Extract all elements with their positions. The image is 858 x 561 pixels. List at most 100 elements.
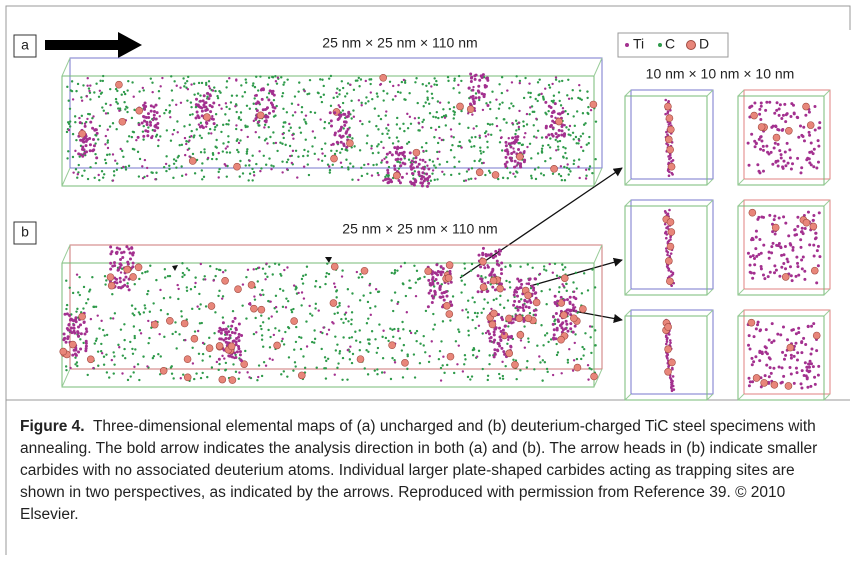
deuterium-atom <box>298 372 305 379</box>
titanium-atom <box>210 117 213 120</box>
deuterium-atom <box>216 342 223 349</box>
carbon-atom <box>171 373 173 375</box>
carbon-atom <box>342 322 344 324</box>
carbon-atom <box>273 115 275 117</box>
deuterium-atom <box>184 356 191 363</box>
carbon-atom <box>315 280 317 282</box>
carbon-atom <box>358 276 360 278</box>
titanium-atom <box>552 126 555 129</box>
carbon-atom <box>215 158 217 160</box>
carbon-atom <box>164 276 166 278</box>
carbon-atom <box>464 354 466 356</box>
carbon-atom <box>473 347 475 349</box>
titanium-atom <box>418 163 421 166</box>
carbon-atom <box>449 108 451 110</box>
carbon-atom <box>363 164 365 166</box>
carbon-atom <box>515 378 517 380</box>
carbon-atom <box>282 290 284 292</box>
titanium-atom <box>496 260 499 263</box>
carbon-atom <box>346 136 348 138</box>
carbon-atom <box>506 343 508 345</box>
deuterium-atom <box>664 103 671 110</box>
titanium-atom <box>368 284 370 286</box>
titanium-atom <box>416 165 419 168</box>
carbon-atom <box>309 79 311 81</box>
carbon-atom <box>180 165 182 167</box>
carbon-atom <box>422 83 424 85</box>
carbon-atom <box>566 167 568 169</box>
titanium-atom <box>225 165 227 167</box>
titanium-atom <box>793 382 796 385</box>
carbon-atom <box>475 125 477 127</box>
titanium-atom <box>429 355 431 357</box>
titanium-atom <box>409 180 412 183</box>
titanium-atom <box>796 371 799 374</box>
carbon-atom <box>230 101 232 103</box>
carbon-atom <box>144 307 146 309</box>
titanium-atom <box>500 272 503 275</box>
titanium-atom <box>761 352 764 355</box>
deuterium-atom <box>219 376 226 383</box>
carbon-atom <box>227 135 229 137</box>
titanium-atom <box>124 276 127 279</box>
titanium-atom <box>89 143 92 146</box>
titanium-atom <box>90 318 92 320</box>
carbon-atom <box>131 136 133 138</box>
titanium-atom <box>121 285 124 288</box>
titanium-atom <box>780 117 783 120</box>
carbon-atom <box>576 358 578 360</box>
carbon-atom <box>535 178 537 180</box>
titanium-atom <box>235 328 238 331</box>
deuterium-atom <box>807 122 814 129</box>
carbon-atom <box>367 301 369 303</box>
titanium-atom <box>777 244 780 247</box>
carbon-atom <box>245 317 247 319</box>
carbon-atom <box>201 178 203 180</box>
carbon-atom <box>572 138 574 140</box>
titanium-atom <box>185 143 187 145</box>
carbon-atom <box>226 80 228 82</box>
titanium-atom <box>334 132 337 135</box>
carbon-atom <box>429 159 431 161</box>
titanium-atom <box>413 184 416 187</box>
titanium-atom <box>753 102 756 105</box>
titanium-atom <box>403 155 406 158</box>
titanium-atom <box>758 108 761 111</box>
volume-edge <box>62 369 70 387</box>
carbon-atom <box>376 95 378 97</box>
carbon-atom <box>341 269 343 271</box>
carbon-atom <box>171 89 173 91</box>
carbon-atom <box>588 168 590 170</box>
volume-edge <box>738 90 744 96</box>
titanium-atom <box>264 278 266 280</box>
deuterium-atom <box>425 268 432 275</box>
titanium-atom <box>756 323 759 326</box>
titanium-atom <box>560 296 563 299</box>
titanium-atom <box>222 339 225 342</box>
titanium-atom <box>813 255 816 258</box>
carbon-atom <box>480 275 482 277</box>
carbon-atom <box>272 131 274 133</box>
carbon-atom <box>214 129 216 131</box>
deuterium-atom <box>108 282 115 289</box>
titanium-atom <box>72 98 74 100</box>
carbon-atom <box>541 148 543 150</box>
deuterium-atom <box>666 278 673 285</box>
carbon-atom <box>72 292 74 294</box>
volume-edge <box>824 90 830 96</box>
titanium-atom <box>421 171 424 174</box>
carbon-atom <box>147 290 149 292</box>
carbon-atom <box>208 132 210 134</box>
titanium-atom <box>803 278 806 281</box>
carbon-atom <box>306 266 308 268</box>
carbon-atom <box>468 178 470 180</box>
titanium-atom <box>109 104 111 106</box>
carbon-atom <box>260 167 262 169</box>
titanium-atom <box>188 155 190 157</box>
carbon-atom <box>374 338 376 340</box>
carbon-atom <box>587 113 589 115</box>
carbon-atom <box>335 290 337 292</box>
carbon-atom <box>576 287 578 289</box>
titanium-atom <box>328 329 330 331</box>
titanium-atom <box>266 142 268 144</box>
